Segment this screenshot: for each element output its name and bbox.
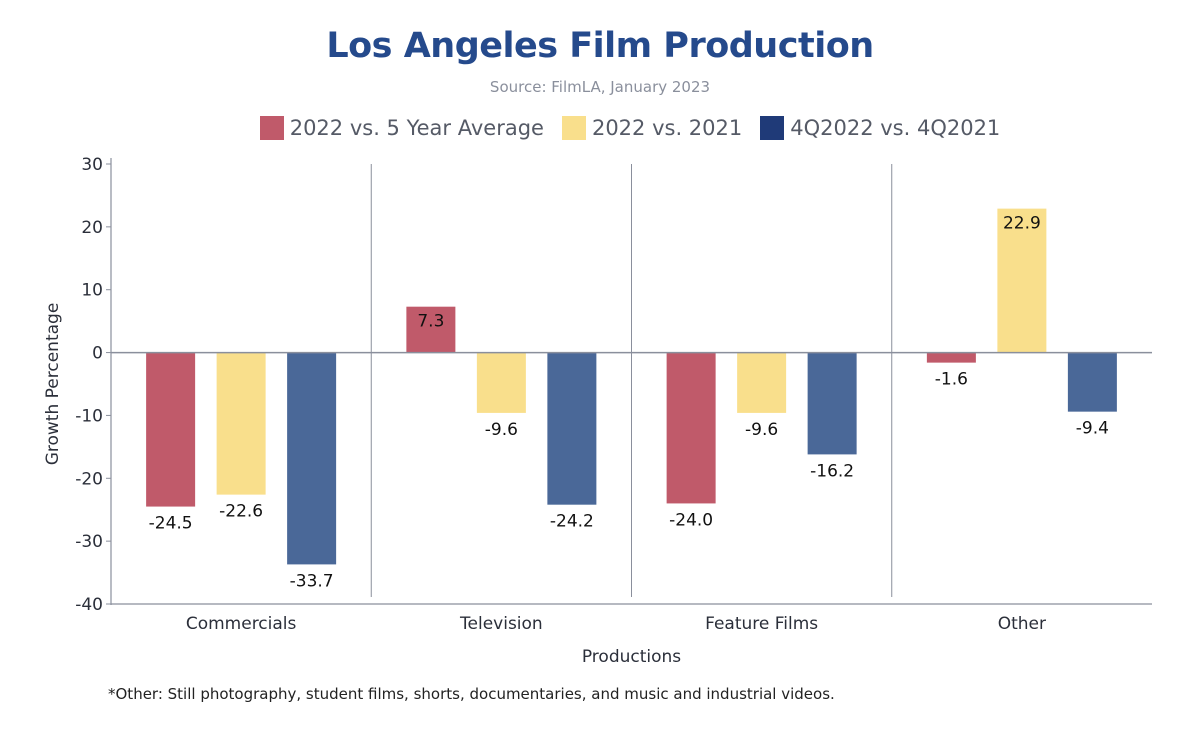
data-label: 22.9 (1003, 214, 1041, 234)
bar (1067, 352, 1117, 412)
data-label: 7.3 (417, 312, 444, 332)
y-tick-label: -20 (75, 469, 103, 489)
data-label: -24.2 (550, 512, 594, 532)
data-label: -24.0 (669, 510, 713, 530)
legend: 2022 vs. 5 Year Average 2022 vs. 2021 4Q… (0, 116, 1200, 140)
y-tick-label: 10 (81, 281, 103, 301)
chart-subtitle: Source: FilmLA, January 2023 (489, 78, 711, 96)
bar (737, 352, 787, 413)
x-axis-title: Productions (582, 647, 681, 667)
y-tick-label: -10 (75, 406, 103, 426)
y-axis-title: Growth Percentage (43, 303, 63, 466)
y-tick-label: 0 (92, 344, 103, 364)
chart-title: Los Angeles Film Production (326, 26, 874, 66)
bar (287, 352, 337, 565)
data-label: -9.6 (745, 420, 778, 440)
legend-label-2022-vs-2021: 2022 vs. 2021 (591, 116, 743, 140)
legend-swatch-5yr-avg (259, 116, 284, 140)
x-category-label: Feature Films (705, 614, 818, 634)
bar (476, 352, 526, 413)
y-tick-label: -30 (75, 532, 103, 552)
x-category-label: Other (998, 614, 1046, 634)
data-label: -9.4 (1076, 419, 1109, 439)
bar (997, 208, 1047, 353)
data-label: -16.2 (810, 461, 854, 481)
y-tick-label: -40 (75, 595, 103, 615)
y-tick-label: 30 (81, 155, 103, 175)
bar (406, 306, 456, 353)
data-label: -24.5 (149, 514, 193, 534)
bar (146, 352, 196, 507)
legend-label-5yr-avg: 2022 vs. 5 Year Average (289, 116, 544, 140)
legend-item-2022-vs-2021[interactable]: 2022 vs. 2021 (561, 116, 743, 140)
legend-item-5yr-avg[interactable]: 2022 vs. 5 Year Average (259, 116, 544, 140)
data-label: -9.6 (485, 420, 518, 440)
bar (216, 352, 266, 495)
bar (547, 352, 597, 505)
x-category-label: Television (459, 614, 543, 634)
bar (807, 352, 857, 455)
bar (926, 352, 976, 363)
data-label: -22.6 (219, 502, 263, 522)
y-tick-label: 20 (81, 218, 103, 238)
legend-swatch-4q (760, 116, 785, 140)
footnote: *Other: Still photography, student films… (108, 685, 835, 703)
bar (666, 352, 716, 504)
legend-label-4q: 4Q2022 vs. 4Q2021 (790, 116, 1001, 140)
legend-swatch-2022-vs-2021 (561, 116, 586, 140)
x-category-label: Commercials (186, 614, 297, 634)
data-label: -33.7 (290, 571, 334, 591)
data-label: -1.6 (935, 370, 968, 390)
legend-item-4q[interactable]: 4Q2022 vs. 4Q2021 (760, 116, 1000, 140)
